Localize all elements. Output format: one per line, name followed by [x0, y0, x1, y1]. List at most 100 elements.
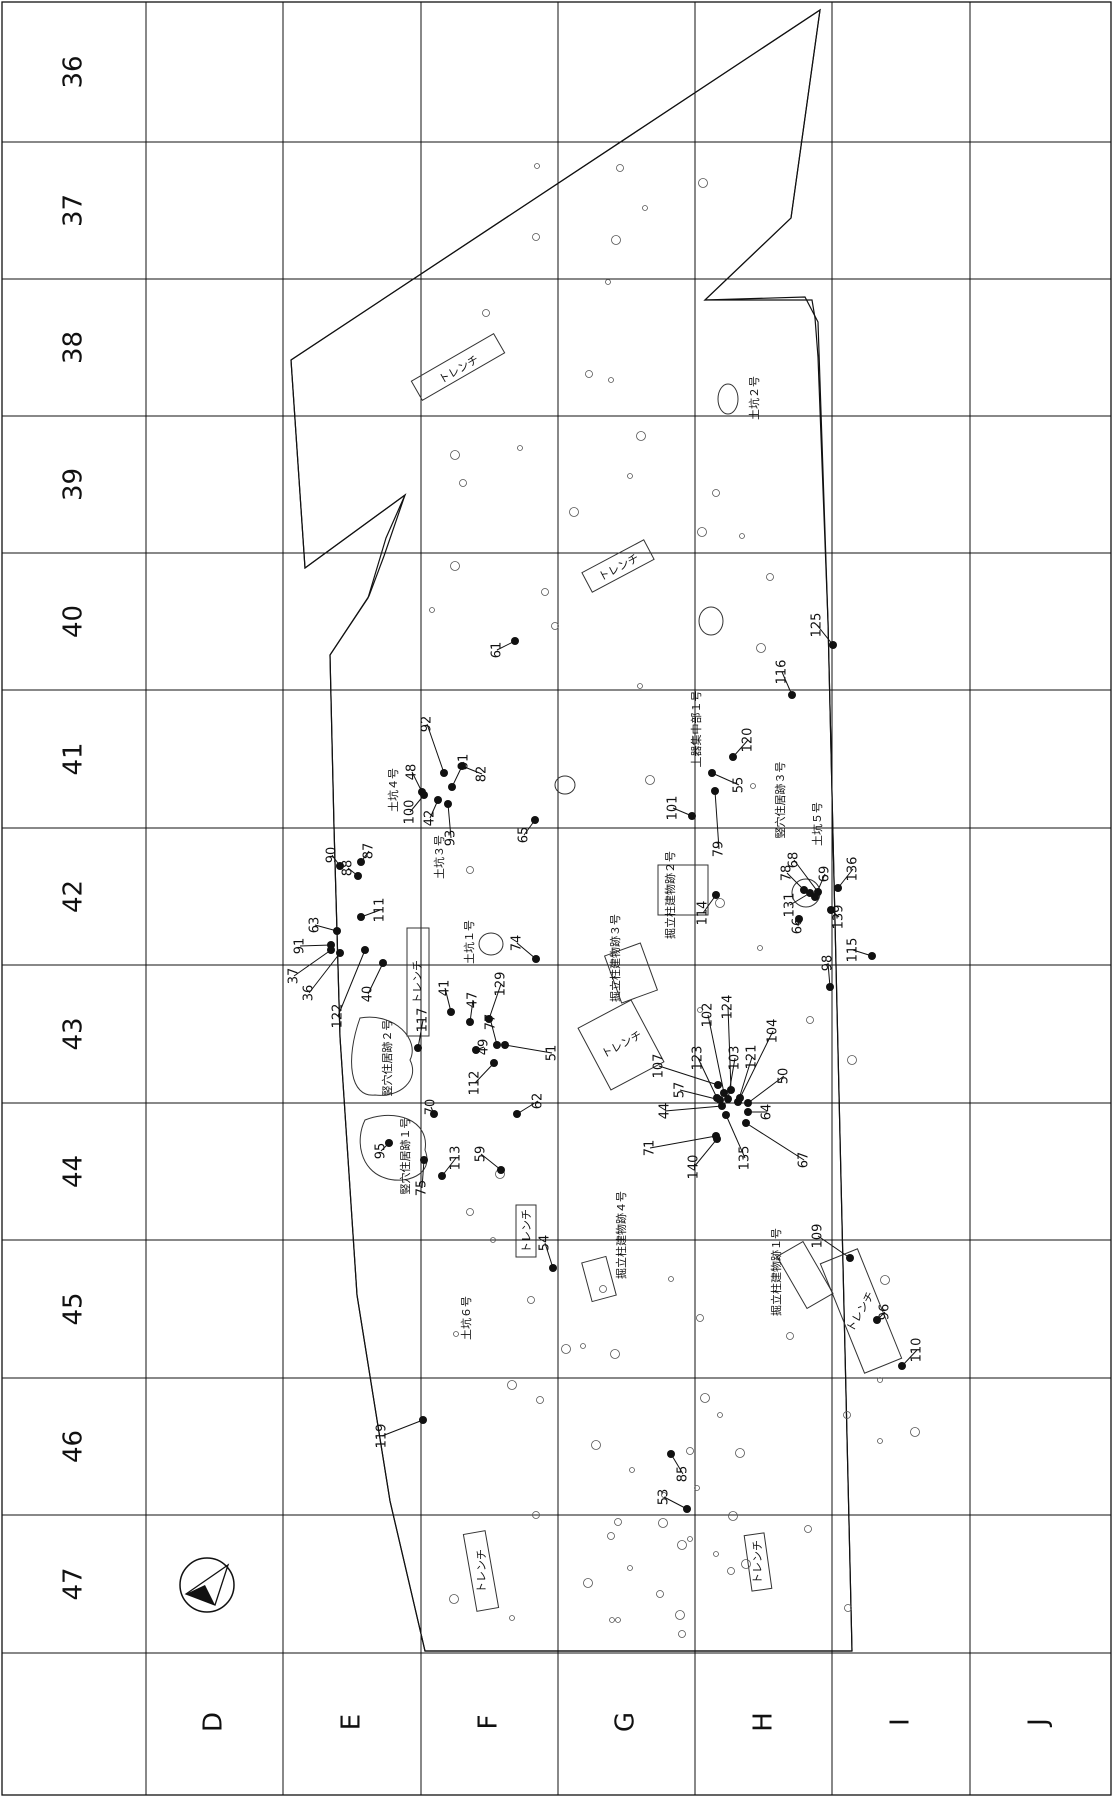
- posthole-mark: [736, 1449, 745, 1458]
- feature-label: 土器集中部１号: [689, 691, 703, 768]
- leader-line: [650, 1136, 716, 1148]
- find-label: 114: [696, 901, 711, 926]
- find-label: 74: [510, 935, 525, 952]
- find-point: [724, 1095, 732, 1103]
- posthole-mark: [714, 1552, 719, 1557]
- find-label: 101: [666, 796, 681, 821]
- find-label: 113: [449, 1146, 464, 1171]
- find-point: [667, 1450, 675, 1458]
- find-label: 36: [302, 985, 317, 1002]
- feature-label: 土坑２号: [747, 376, 761, 420]
- posthole-mark: [687, 1448, 694, 1455]
- find-label: 68: [787, 852, 802, 869]
- posthole-mark: [610, 1618, 615, 1623]
- excavation-boundary: [291, 10, 852, 1651]
- find-label: 41: [438, 980, 453, 997]
- find-label: 51: [545, 1045, 560, 1062]
- find-label: 61: [490, 642, 505, 659]
- find-label: 79: [712, 841, 727, 858]
- find-point: [549, 1264, 557, 1272]
- leader-line: [665, 1106, 722, 1111]
- find-point: [829, 641, 837, 649]
- row-label: 45: [59, 1292, 89, 1325]
- posthole-mark: [699, 179, 708, 188]
- find-point: [440, 769, 448, 777]
- find-label: 116: [775, 660, 790, 685]
- find-label: 47: [466, 992, 481, 1009]
- posthole-mark: [688, 1537, 693, 1542]
- find-label: 53: [657, 1489, 672, 1506]
- posthole-mark: [659, 1519, 668, 1528]
- row-label: 36: [59, 55, 89, 88]
- feature-label: トレンチ: [436, 353, 481, 386]
- column-label: F: [474, 1715, 504, 1730]
- find-point: [898, 1362, 906, 1370]
- posthole-mark: [483, 310, 490, 317]
- find-point: [688, 812, 696, 820]
- posthole-mark: [878, 1439, 883, 1444]
- find-point: [414, 1044, 422, 1052]
- find-label: 110: [910, 1338, 925, 1363]
- find-point: [711, 787, 719, 795]
- find-point: [379, 959, 387, 967]
- find-point: [438, 1172, 446, 1180]
- find-label: 112: [468, 1071, 483, 1096]
- find-point: [868, 952, 876, 960]
- posthole-mark: [608, 1533, 615, 1540]
- find-label: 87: [362, 843, 377, 860]
- find-point: [788, 691, 796, 699]
- find-point: [361, 946, 369, 954]
- feature-label: 竪穴住居跡３号: [773, 762, 787, 839]
- find-point: [713, 1135, 721, 1143]
- find-label: 136: [846, 857, 861, 882]
- posthole-mark: [518, 446, 523, 451]
- feature-label: 土坑３号: [432, 835, 446, 879]
- posthole-mark: [740, 534, 745, 539]
- feature-label: 竪穴住居跡２号: [380, 1020, 394, 1097]
- posthole-mark: [615, 1519, 622, 1526]
- find-point: [742, 1119, 750, 1127]
- column-label: E: [337, 1714, 367, 1730]
- posthole-mark: [757, 644, 766, 653]
- pit-outline: [718, 384, 738, 414]
- posthole-mark: [460, 480, 467, 487]
- feature-label: 竪穴住居跡１号: [398, 1118, 412, 1195]
- find-point: [420, 791, 428, 799]
- posthole-mark: [881, 1276, 890, 1285]
- posthole-mark: [581, 1344, 586, 1349]
- find-point: [727, 1086, 735, 1094]
- posthole-mark: [676, 1611, 685, 1620]
- feature-label: トレンチ: [751, 1540, 764, 1584]
- posthole-mark: [533, 234, 540, 241]
- posthole-mark: [637, 432, 646, 441]
- feature-label: トレンチ: [411, 960, 424, 1004]
- find-label: 121: [745, 1045, 760, 1070]
- row-label: 41: [59, 742, 89, 775]
- find-label: 104: [766, 1019, 781, 1044]
- posthole-mark: [617, 165, 624, 172]
- find-label: 67: [797, 1152, 812, 1169]
- find-label: 140: [687, 1155, 702, 1180]
- find-point: [834, 884, 842, 892]
- find-label: 62: [531, 1093, 546, 1110]
- posthole-mark: [787, 1333, 794, 1340]
- find-label: 71: [643, 1140, 658, 1157]
- find-point: [434, 796, 442, 804]
- feature-label: 土坑６号: [459, 1296, 473, 1340]
- row-label: 43: [59, 1017, 89, 1050]
- posthole-mark: [669, 1277, 674, 1282]
- find-point: [683, 1505, 691, 1513]
- feature-label: 土坑５号: [810, 802, 824, 846]
- posthole-mark: [646, 776, 655, 785]
- find-point: [490, 1059, 498, 1067]
- find-point: [501, 1041, 509, 1049]
- posthole-mark: [657, 1591, 664, 1598]
- find-point: [336, 949, 344, 957]
- find-label: 49: [477, 1039, 492, 1056]
- posthole-mark: [508, 1381, 517, 1390]
- find-label: 98: [821, 955, 836, 972]
- find-label: 111: [373, 898, 388, 923]
- posthole-mark: [570, 508, 579, 517]
- posthole-mark: [528, 1297, 535, 1304]
